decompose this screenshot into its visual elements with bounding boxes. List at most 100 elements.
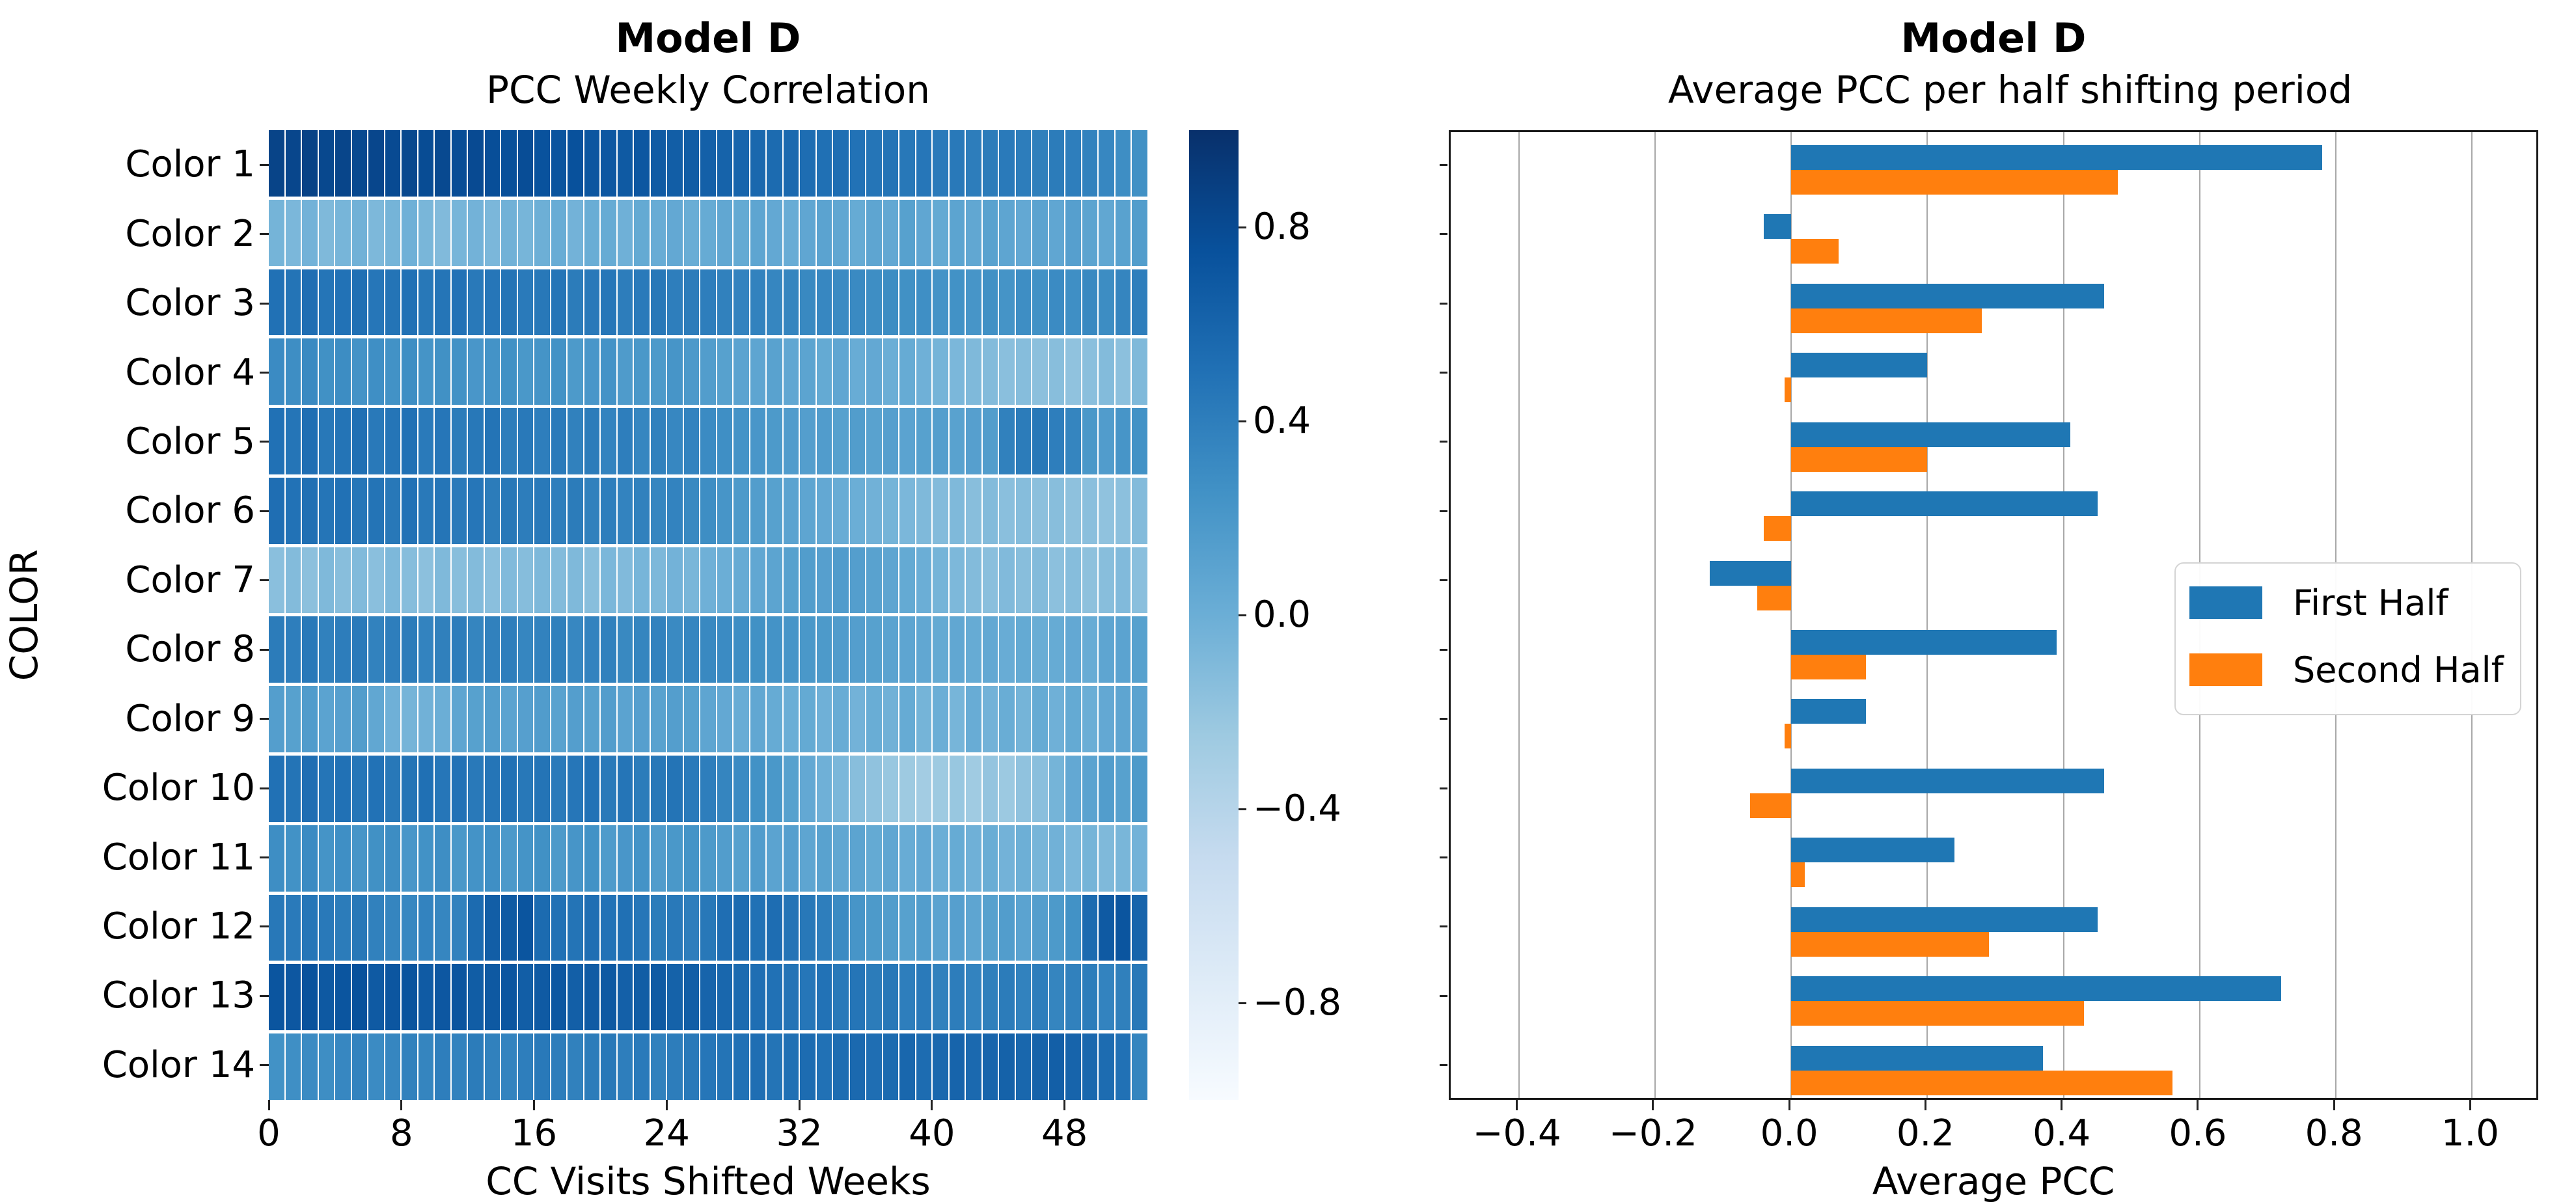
left-chart-subtitle: PCC Weekly Correlation [486,68,930,112]
heatmap-cell [1015,825,1032,892]
heatmap-cell [584,894,600,961]
heatmap-cell [849,686,866,753]
x-tick-label: 0.4 [2033,1112,2091,1155]
left-y-axis-label: COLOR [2,549,46,681]
heatmap-cell [351,408,368,474]
heatmap-cell [1082,408,1098,474]
heatmap-cell [783,408,799,474]
gridline [1518,132,1520,1098]
heatmap-cell [302,547,318,614]
heatmap-cell [1082,477,1098,544]
heatmap-cell [1048,338,1065,405]
bar-first-half [1791,1045,2044,1071]
heatmap-cell [435,616,450,683]
heatmap-cell [318,199,335,266]
x-tick-label: 0.2 [1896,1112,1954,1155]
heatmap-cell [368,964,384,1031]
heatmap-cell [551,825,567,892]
heatmap-cell [999,338,1015,405]
heatmap-cell [617,964,633,1031]
heatmap-cell [468,408,484,474]
heatmap-cell [617,130,633,197]
heatmap-cell [783,825,799,892]
heatmap-cell [767,686,782,753]
heatmap-cell [733,199,749,266]
heatmap-cell [750,130,766,197]
bar-second-half [1791,931,1989,957]
heatmap-cell [866,964,882,1031]
heatmap-cell [1032,408,1048,474]
heatmap-cell [650,338,666,405]
heatmap-cell [402,1033,417,1100]
heatmap-cell [634,338,650,405]
heatmap-cell [1132,199,1147,266]
heatmap-cell [302,1033,318,1100]
heatmap-cell [351,1033,368,1100]
heatmap-cell [1032,130,1048,197]
heatmap-cell [700,269,716,336]
heatmap-cell [717,547,733,614]
heatmap-cell [949,269,965,336]
heatmap-cell [966,964,981,1031]
heatmap-cell [849,894,866,961]
heatmap-cell [351,130,368,197]
y-tick-mark [260,787,269,789]
heatmap-cell [1032,1033,1048,1100]
heatmap-cell [584,616,600,683]
heatmap-cell [733,130,749,197]
heatmap-cell [285,547,301,614]
heatmap-cell [800,130,815,197]
bar-second-half [1791,655,1867,679]
heatmap-cell [285,616,301,683]
y-tick-mark [1440,233,1447,236]
heatmap-cell [501,338,517,405]
x-tick-label: 8 [389,1112,413,1155]
bar-second-half [1784,377,1792,403]
heatmap-cell [335,894,351,961]
heatmap-cell [650,756,666,822]
heatmap-cell [551,338,567,405]
heatmap-cell [501,130,517,197]
x-tick-label: 0.0 [1760,1112,1818,1155]
heatmap-cell [451,338,467,405]
heatmap-row-label: Color 2 [125,212,255,255]
heatmap-cell [667,477,683,544]
heatmap-cell [816,1033,832,1100]
heatmap-cell [601,894,616,961]
heatmap-cell [501,894,517,961]
heatmap-cell [318,338,335,405]
heatmap-cell [750,199,766,266]
heatmap-cell [517,130,534,197]
heatmap-cell [318,894,335,961]
heatmap [269,130,1147,1100]
heatmap-cell [1115,269,1131,336]
heatmap-cell [1132,269,1147,336]
heatmap-cell [451,408,467,474]
heatmap-cell [617,477,633,544]
heatmap-cell [816,616,832,683]
y-tick-mark [260,441,269,443]
heatmap-row-label: Color 5 [125,420,255,463]
heatmap-cell [1032,964,1048,1031]
heatmap-cell [302,686,318,753]
heatmap-cell [617,1033,633,1100]
y-tick-mark [1440,1064,1447,1067]
heatmap-cell [484,894,500,961]
colorbar-tick-label: −0.8 [1253,981,1341,1024]
bar-first-half [1791,422,2071,447]
heatmap-cell [1115,825,1131,892]
heatmap-cell [966,477,981,544]
heatmap-cell [335,825,351,892]
heatmap-cell [1065,477,1081,544]
heatmap-cell [335,269,351,336]
heatmap-cell [899,408,915,474]
heatmap-row-label: Color 4 [125,351,255,394]
heatmap-cell [1115,199,1131,266]
heatmap-cell [949,130,965,197]
heatmap-cell [1048,199,1065,266]
heatmap-cell [767,408,782,474]
y-tick-mark [1440,994,1447,997]
heatmap-cell [335,338,351,405]
heatmap-cell [982,269,998,336]
x-tick-mark [1652,1100,1654,1110]
